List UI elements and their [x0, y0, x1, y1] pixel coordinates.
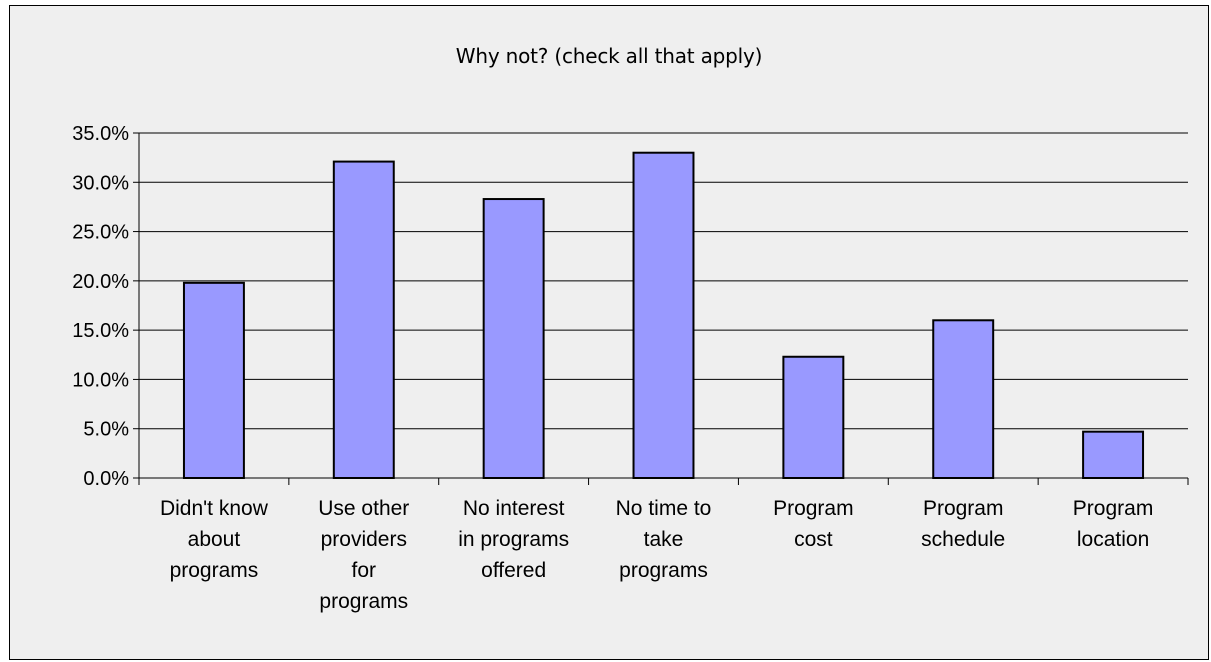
x-tick-label: Use other providers for programs — [318, 497, 409, 613]
y-tick-label: 15.0% — [72, 320, 129, 342]
x-tick-label: Program schedule — [921, 497, 1005, 551]
x-tick-label-line: for — [352, 559, 377, 582]
bar — [632, 151, 695, 479]
y-tick-label: 5.0% — [83, 419, 129, 441]
y-tick-label: 35.0% — [72, 123, 129, 145]
x-tick-label-line: programs — [170, 559, 259, 582]
bar-chart: 0.0% 5.0% 10.0% 15.0% 20.0% 25.0% 30.0% 35.0% D… — [72, 123, 1189, 613]
chart-title: Why not? (check all that apply) — [455, 44, 763, 68]
x-tick-label: Program cost — [773, 497, 854, 551]
y-tick-label: 30.0% — [72, 172, 129, 194]
bar — [782, 355, 845, 479]
x-tick-label: No time to take programs — [616, 497, 712, 582]
x-tick-label-line: Program — [923, 497, 1004, 520]
x-tick-label-line: schedule — [921, 528, 1005, 551]
x-tick-label: No interest in programs offered — [458, 497, 569, 582]
y-tick-label: 10.0% — [72, 369, 129, 391]
x-tick-label-line: No interest — [463, 497, 565, 520]
x-tick-label-line: Didn't know — [160, 497, 269, 520]
x-tick-label-line: programs — [319, 590, 408, 613]
x-tick-label-line: offered — [481, 559, 546, 582]
x-tick-label-line: Program — [1073, 497, 1154, 520]
x-tick-labels: Didn't know about programs Use other provide… — [160, 497, 1153, 613]
bar — [1082, 430, 1145, 479]
x-tick-label-line: location — [1077, 528, 1149, 551]
x-tick-label-line: Use other — [318, 497, 409, 520]
x-tick-label-line: No time to — [616, 497, 712, 520]
x-tick-label-line: programs — [619, 559, 708, 582]
y-tick-label: 25.0% — [72, 222, 129, 244]
x-tick-label-line: Program — [773, 497, 854, 520]
x-tick-label-line: about — [188, 528, 241, 551]
x-tick-label-line: cost — [794, 528, 833, 551]
chart-frame: Why not? (check all that apply) 0.0% 5.0%… — [9, 5, 1209, 660]
x-tick-label-line: take — [644, 528, 684, 551]
bar — [332, 160, 395, 479]
bar — [932, 319, 995, 479]
y-tick-label: 20.0% — [72, 271, 129, 293]
x-tick-label: Didn't know about programs — [160, 497, 269, 582]
x-tick-label: Program location — [1073, 497, 1154, 551]
bar — [482, 198, 545, 480]
x-tick-label-line: providers — [321, 528, 407, 551]
y-tick-label: 0.0% — [83, 468, 129, 490]
bar — [182, 281, 245, 480]
y-tick-labels: 0.0% 5.0% 10.0% 15.0% 20.0% 25.0% 30.0% 35.0% — [72, 123, 129, 490]
x-tick-label-line: in programs — [458, 528, 569, 551]
axes — [133, 132, 1189, 485]
